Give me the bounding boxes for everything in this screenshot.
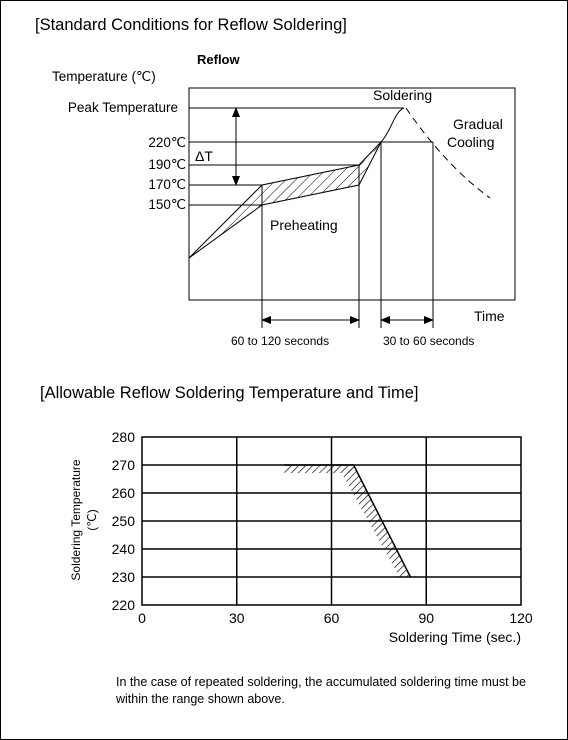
gradual-cooling-curve <box>405 107 491 199</box>
allowable-y-axis-label-line1: Soldering Temperature <box>69 459 83 581</box>
allowable-x-axis-label: Soldering Time (sec.) <box>389 629 521 645</box>
boundary-hatch-horizontal <box>284 465 354 473</box>
boundary-hatch-slope <box>341 465 411 577</box>
preheat-hatched-band <box>262 142 381 205</box>
profile-lower-curve <box>188 141 382 259</box>
x-tick-30: 30 <box>229 610 245 626</box>
y-tick-220: 220 <box>112 597 136 613</box>
x-tick-0: 0 <box>138 610 146 626</box>
level-190-label: 190℃ <box>148 157 186 172</box>
reflow-y-axis-label: Temperature (℃) <box>52 69 156 84</box>
x-tick-120: 120 <box>509 610 533 626</box>
soldering-peak-curve <box>380 107 405 143</box>
delta-t-label: ΔT <box>195 148 213 164</box>
cooling-label-line2: Cooling <box>447 134 494 150</box>
y-tick-230: 230 <box>112 569 136 585</box>
level-170-label: 170℃ <box>148 177 186 192</box>
allowable-y-axis-label-line2: (℃) <box>85 509 99 530</box>
soldering-duration-label: 30 to 60 seconds <box>383 334 474 348</box>
level-220-label: 220℃ <box>148 135 186 150</box>
y-tick-250: 250 <box>112 513 136 529</box>
y-tick-270: 270 <box>112 457 136 473</box>
peak-temperature-label: Peak Temperature <box>68 100 178 115</box>
allowable-section-title: [Allowable Reflow Soldering Temperature … <box>40 384 419 402</box>
cooling-label-line1: Gradual <box>453 116 503 132</box>
y-tick-240: 240 <box>112 541 136 557</box>
reflow-x-axis-label: Time <box>474 308 505 324</box>
x-tick-90: 90 <box>418 610 434 626</box>
preheating-label: Preheating <box>270 217 338 233</box>
profile-upper-curve <box>188 141 382 259</box>
x-tick-60: 60 <box>324 610 340 626</box>
allowable-boundary-line <box>284 464 412 578</box>
reflow-section-title: [Standard Conditions for Reflow Solderin… <box>35 16 347 34</box>
y-tick-280: 280 <box>112 429 136 445</box>
reflow-plot-frame <box>188 87 516 301</box>
soldering-label: Soldering <box>373 87 432 103</box>
y-tick-260: 260 <box>112 485 136 501</box>
repeated-soldering-note: In the case of repeated soldering, the a… <box>116 675 526 706</box>
level-150-label: 150℃ <box>148 197 186 212</box>
reflow-diagram-title: Reflow <box>197 52 241 67</box>
preheat-duration-label: 60 to 120 seconds <box>231 334 329 348</box>
